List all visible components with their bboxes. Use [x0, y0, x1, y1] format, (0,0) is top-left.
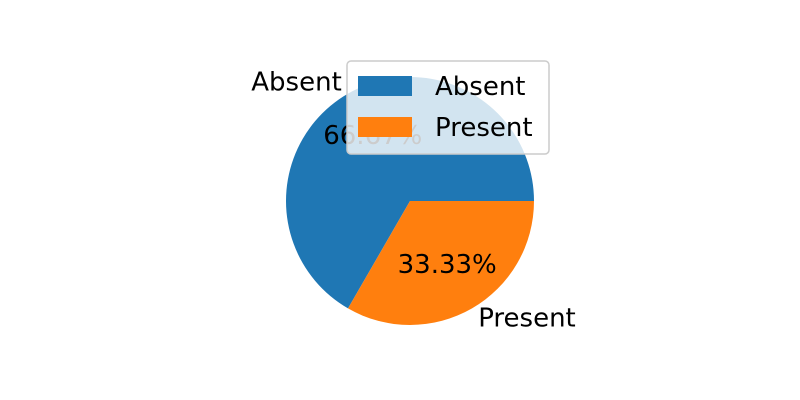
slice-label-absent: Absent	[251, 67, 342, 97]
legend: Absent Present	[346, 60, 550, 155]
legend-swatch-present	[358, 117, 412, 137]
pie-slice-present	[348, 201, 534, 325]
percent-label-present: 33.33%	[398, 250, 497, 280]
legend-swatch-absent	[358, 76, 412, 96]
slice-label-present: Present	[478, 304, 576, 334]
legend-entry-absent: Absent	[435, 72, 526, 102]
slice-labels: Absent Present	[251, 67, 576, 333]
legend-entry-present: Present	[435, 113, 533, 143]
